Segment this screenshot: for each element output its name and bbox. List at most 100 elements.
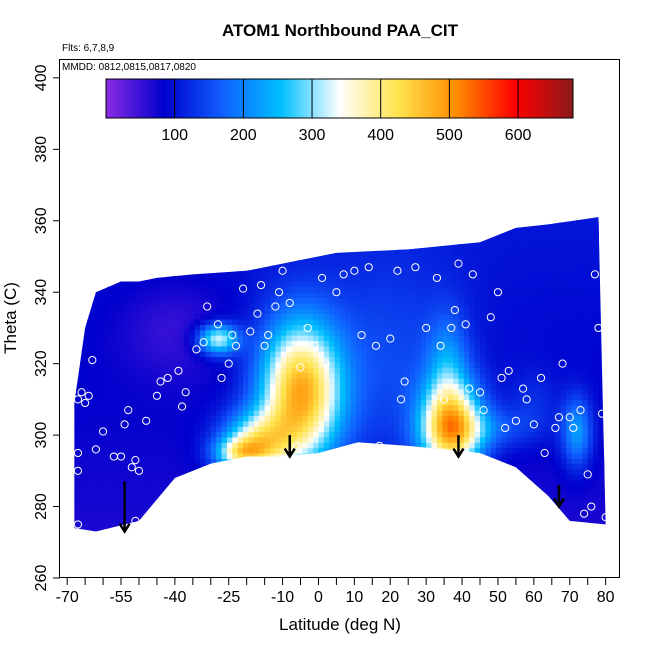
heatmap-cell xyxy=(151,281,158,288)
heatmap-cell xyxy=(323,388,330,395)
heatmap-cell xyxy=(404,297,411,304)
heatmap-cell xyxy=(275,324,282,331)
heatmap-cell xyxy=(135,555,141,561)
heatmap-cell xyxy=(167,458,174,465)
heatmap-cell xyxy=(178,410,185,417)
heatmap-cell xyxy=(388,351,395,358)
heatmap-cell xyxy=(350,495,357,502)
heatmap-cell xyxy=(74,506,77,513)
heatmap-cell xyxy=(296,249,303,256)
heatmap-cell xyxy=(436,377,443,384)
heatmap-cell xyxy=(81,335,88,342)
heatmap-cell xyxy=(383,286,390,293)
heatmap-cell xyxy=(366,517,373,524)
heatmap-cell xyxy=(377,281,384,288)
heatmap-cell xyxy=(307,517,314,524)
heatmap-cell xyxy=(351,206,357,212)
heatmap-cell xyxy=(393,356,400,363)
heatmap-cell xyxy=(442,265,449,272)
heatmap-cell xyxy=(453,356,460,363)
heatmap-cell xyxy=(210,469,217,475)
heatmap-cell xyxy=(275,533,281,539)
heatmap-cell xyxy=(367,539,373,545)
heatmap-cell xyxy=(275,335,282,342)
heatmap-cell xyxy=(280,222,287,229)
heatmap-cell xyxy=(442,345,449,352)
heatmap-cell xyxy=(130,243,136,250)
heatmap-cell xyxy=(253,474,260,481)
heatmap-cell xyxy=(275,474,282,481)
heatmap-cell xyxy=(442,522,449,529)
heatmap-cell xyxy=(329,388,336,395)
heatmap-cell xyxy=(194,527,201,532)
heatmap-cell xyxy=(194,522,201,529)
heatmap-cell xyxy=(119,286,126,293)
heatmap-cell xyxy=(361,238,368,245)
heatmap-cell xyxy=(92,404,99,411)
heatmap-cell xyxy=(103,260,110,267)
heatmap-cell xyxy=(361,458,368,465)
heatmap-cell xyxy=(65,362,71,368)
heatmap-cell xyxy=(65,549,71,555)
heatmap-cell xyxy=(221,329,228,336)
heatmap-cell xyxy=(221,254,228,261)
heatmap-cell xyxy=(189,286,196,293)
heatmap-cell xyxy=(383,539,389,545)
heatmap-cell xyxy=(361,217,368,224)
heatmap-cell xyxy=(270,335,276,342)
heatmap-cell xyxy=(232,501,239,508)
heatmap-cell xyxy=(291,281,298,288)
heatmap-cell xyxy=(453,485,460,492)
heatmap-cell xyxy=(183,351,190,358)
heatmap-cell xyxy=(426,351,433,358)
heatmap-cell xyxy=(313,404,320,411)
heatmap-cell xyxy=(156,238,163,245)
heatmap-cell xyxy=(221,286,228,293)
heatmap-cell xyxy=(205,410,212,417)
heatmap-cell xyxy=(119,297,126,304)
heatmap-cell xyxy=(65,319,71,325)
heatmap-cell xyxy=(76,201,82,207)
heatmap-cell xyxy=(167,501,174,508)
heatmap-cell xyxy=(356,313,363,320)
heatmap-cell xyxy=(410,308,416,315)
heatmap-cell xyxy=(135,243,142,250)
heatmap-cell xyxy=(420,399,427,406)
heatmap-cell xyxy=(76,458,83,465)
heatmap-cell xyxy=(205,243,212,250)
heatmap-cell xyxy=(124,217,131,218)
heatmap-cell xyxy=(286,479,293,486)
heatmap-cell xyxy=(178,238,185,245)
heatmap-cell xyxy=(76,351,83,358)
heatmap-cell xyxy=(119,361,126,368)
heatmap-cell xyxy=(200,276,206,283)
heatmap-cell xyxy=(286,549,292,555)
heatmap-cell xyxy=(210,420,217,427)
heatmap-cell xyxy=(205,458,212,465)
heatmap-cell xyxy=(291,474,298,481)
heatmap-cell xyxy=(361,442,368,449)
heatmap-cell xyxy=(399,549,405,555)
heatmap-cell xyxy=(442,302,449,309)
heatmap-cell xyxy=(399,469,406,475)
heatmap-cell xyxy=(81,313,88,320)
heatmap-cell xyxy=(366,399,373,406)
heatmap-cell xyxy=(189,506,196,513)
heatmap-cell xyxy=(135,517,142,524)
heatmap-cell xyxy=(318,388,325,395)
heatmap-cell xyxy=(259,399,266,406)
heatmap-cell xyxy=(119,388,126,395)
heatmap-cell xyxy=(366,474,373,481)
heatmap-cell xyxy=(329,533,335,539)
heatmap-cell xyxy=(65,281,71,287)
heatmap-cell xyxy=(76,517,83,524)
heatmap-cell xyxy=(420,356,427,363)
heatmap-cell xyxy=(81,485,88,492)
heatmap-cell xyxy=(60,474,66,480)
heatmap-cell xyxy=(458,549,464,555)
heatmap-cell xyxy=(200,222,206,229)
heatmap-cell xyxy=(194,286,201,293)
heatmap-cell xyxy=(253,265,260,272)
heatmap-cell xyxy=(410,249,416,256)
heatmap-cell xyxy=(205,442,212,449)
